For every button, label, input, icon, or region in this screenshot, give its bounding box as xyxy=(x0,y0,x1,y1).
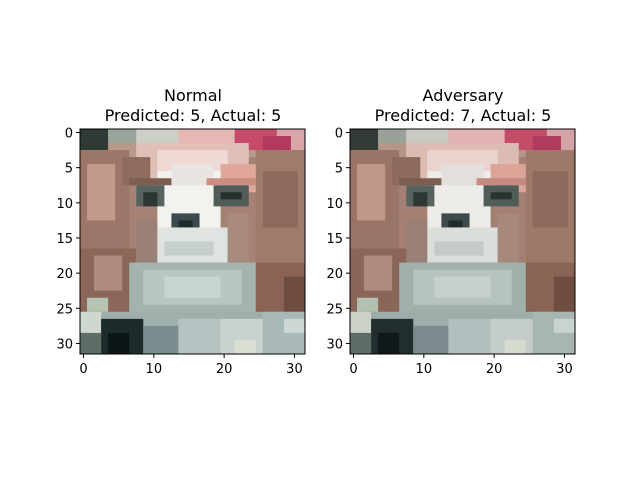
panel-adversary: Adversary Predicted: 7, Actual: 5 0 10 20 3… xyxy=(326,86,576,377)
y-tick-label: 15 xyxy=(56,232,73,247)
y-tick-label: 5 xyxy=(335,162,343,177)
x-tick-label: 30 xyxy=(556,362,573,377)
y-tick-label: 25 xyxy=(326,302,343,317)
y-tick-label: 0 xyxy=(335,127,343,142)
y-tick-label: 0 xyxy=(65,127,73,142)
x-tick-label: 30 xyxy=(286,362,303,377)
y-tick-label: 10 xyxy=(56,197,73,212)
puppy-image xyxy=(80,129,305,354)
panel-title-line2: Predicted: 5, Actual: 5 xyxy=(105,106,282,125)
y-tick-label: 30 xyxy=(326,337,343,352)
y-tick-label: 20 xyxy=(56,267,73,282)
y-tick-label: 30 xyxy=(56,337,73,352)
y-tick-label: 10 xyxy=(326,197,343,212)
image-plot xyxy=(350,129,575,354)
axes-ticks: 0 10 20 30 0 5 10 15 20 25 30 xyxy=(56,127,302,377)
y-tick-label: 5 xyxy=(65,162,73,177)
image-plot xyxy=(80,129,305,354)
panel-title-line2: Predicted: 7, Actual: 5 xyxy=(375,106,552,125)
x-tick-label: 20 xyxy=(216,362,233,377)
x-tick-label: 20 xyxy=(486,362,503,377)
plot-frame xyxy=(349,128,576,355)
panel-title-line1: Adversary xyxy=(423,86,504,105)
y-tick-label: 20 xyxy=(326,267,343,282)
plot-frame xyxy=(79,128,306,355)
y-tick-label: 15 xyxy=(326,232,343,247)
panel-title-line1: Normal xyxy=(164,86,222,105)
x-tick-label: 0 xyxy=(79,362,87,377)
panel-normal: Normal Predicted: 5, Actual: 5 0 10 20 30 0 5… xyxy=(56,86,306,377)
x-tick-label: 10 xyxy=(146,362,163,377)
y-tick-label: 25 xyxy=(56,302,73,317)
x-tick-label: 10 xyxy=(416,362,433,377)
axes-ticks: 0 10 20 30 0 5 10 15 20 25 30 xyxy=(326,127,572,377)
x-tick-label: 0 xyxy=(349,362,357,377)
